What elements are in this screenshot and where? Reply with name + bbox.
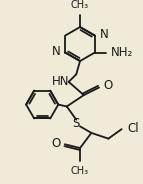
Text: N: N — [52, 45, 61, 58]
Text: HN: HN — [52, 75, 70, 88]
Text: NH₂: NH₂ — [111, 46, 133, 59]
Text: O: O — [104, 79, 113, 92]
Text: N: N — [100, 28, 108, 41]
Text: CH₃: CH₃ — [71, 166, 89, 176]
Text: S: S — [73, 117, 80, 130]
Text: Cl: Cl — [127, 122, 139, 135]
Text: O: O — [51, 137, 60, 150]
Text: CH₃: CH₃ — [71, 0, 89, 10]
